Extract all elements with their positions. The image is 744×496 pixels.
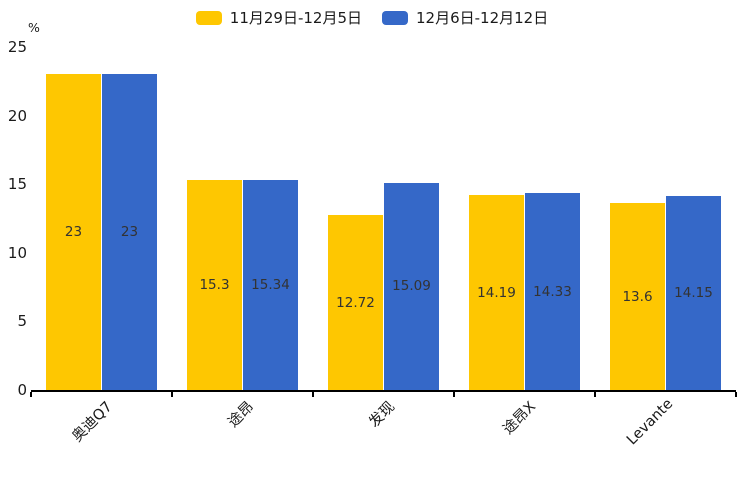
- x-axis-tick-mark: [171, 392, 173, 397]
- bar-value-label: 14.15: [674, 284, 713, 301]
- category-band: 14.19 14.33: [454, 47, 595, 390]
- bar-value-label: 13.6: [622, 288, 653, 305]
- bar-value-label: 15.34: [251, 276, 290, 293]
- bar-series1: 15.3: [187, 180, 242, 390]
- x-axis-tick-mark: [312, 392, 314, 397]
- category-band: 15.3 15.34: [172, 47, 313, 390]
- bar-series2: 15.09: [384, 182, 439, 390]
- y-axis-unit-label: %: [28, 20, 40, 35]
- y-axis-tick-label: 5: [17, 312, 27, 331]
- bar-series2: 14.15: [666, 195, 721, 390]
- category-band: 13.6 14.15: [595, 47, 736, 390]
- x-axis-category-label: 发现: [365, 398, 398, 431]
- legend-swatch-icon: [195, 10, 222, 25]
- x-axis-tick-mark: [594, 392, 596, 397]
- x-axis-category-label: 途昂: [224, 398, 257, 431]
- x-axis-tick-mark: [30, 392, 32, 397]
- plot-area: 23 23 15.3 15.34 12.72 15.09 14.19 14.33 13.6 14.…: [30, 47, 737, 397]
- x-axis-tick-mark: [453, 392, 455, 397]
- bar-series1: 14.19: [469, 195, 524, 390]
- x-axis-category-label: 途昂X: [499, 398, 539, 438]
- bar-value-label: 14.33: [533, 283, 572, 300]
- y-axis-tick-label: 15: [7, 175, 27, 194]
- legend-item-series2: 12月6日-12月12日: [382, 7, 548, 28]
- legend-label: 11月29日-12月5日: [229, 9, 362, 27]
- bar-value-label: 15.09: [392, 278, 431, 295]
- y-axis-tick-label: 10: [7, 243, 27, 262]
- y-axis-tick-label: 0: [17, 381, 27, 399]
- bar-series2: 23: [102, 74, 157, 390]
- x-axis-tick-mark: [735, 392, 737, 397]
- bar-series1: 23: [46, 74, 101, 390]
- bar-value-label: 15.3: [199, 277, 230, 294]
- x-axis-category-label: Levante: [624, 396, 677, 449]
- y-axis-tick-label: 25: [7, 38, 27, 56]
- legend-swatch-icon: [382, 10, 408, 25]
- x-axis-category-label: 奥迪Q7: [69, 398, 116, 446]
- legend-label: 12月6日-12月12日: [416, 9, 549, 27]
- legend-item-series1: 11月29日-12月5日: [195, 7, 362, 28]
- bar-series2: 14.33: [525, 193, 580, 390]
- bar-series1: 13.6: [610, 203, 665, 390]
- y-axis-tick-label: 20: [7, 106, 27, 125]
- category-band: 23 23: [31, 47, 172, 390]
- bar-value-label: 23: [120, 224, 139, 241]
- bar-series1: 12.72: [328, 215, 383, 390]
- bar-series2: 15.34: [243, 179, 298, 390]
- bar-value-label: 23: [64, 224, 83, 241]
- bar-value-label: 14.19: [477, 284, 516, 301]
- category-band: 12.72 15.09: [313, 47, 454, 390]
- bar-value-label: 12.72: [336, 294, 375, 311]
- legend: 11月29日-12月5日 12月6日-12月12日: [0, 7, 744, 28]
